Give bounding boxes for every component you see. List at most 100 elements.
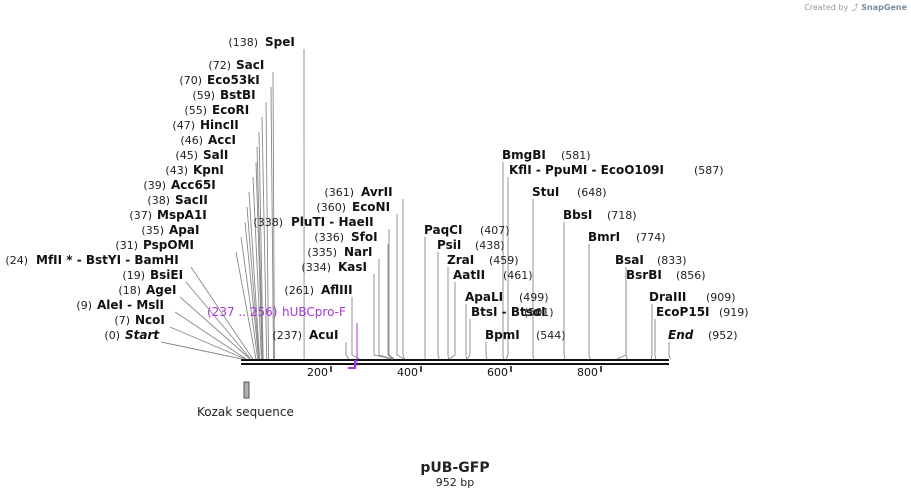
site-pos-36: (587) xyxy=(694,164,724,177)
site-name-37[interactable]: StuI xyxy=(532,185,559,199)
site-name-3[interactable]: BstBI xyxy=(220,88,256,102)
site-line-17 xyxy=(174,311,247,360)
snapgene-logo-icon: ⤴ xyxy=(850,3,859,12)
site-pos-14: (24) xyxy=(5,254,28,267)
site-name-23[interactable]: KasI xyxy=(338,260,367,274)
site-line-32 xyxy=(465,304,467,360)
site-name-22[interactable]: NarI xyxy=(344,245,373,259)
site-name-1[interactable]: SacI xyxy=(236,58,264,72)
site-line-31 xyxy=(449,282,456,360)
site-name-17[interactable]: AleI - MslI xyxy=(97,298,164,312)
site-name-30[interactable]: ZraI xyxy=(447,253,474,267)
site-name-33[interactable]: BtsI - BtsαI xyxy=(471,305,546,319)
site-pos-6: (46) xyxy=(180,134,203,147)
tick-label-200: 200 xyxy=(307,366,328,379)
site-name-24[interactable]: AflIII xyxy=(321,283,353,297)
site-name-19[interactable]: Start xyxy=(125,328,160,342)
site-name-9[interactable]: Acc65I xyxy=(171,178,216,192)
site-name-34[interactable]: BpmI xyxy=(485,328,520,342)
site-pos-23: (334) xyxy=(301,261,331,274)
site-pos-27: (360) xyxy=(316,201,346,214)
site-name-10[interactable]: SacII xyxy=(175,193,208,207)
site-pos-44: (952) xyxy=(708,329,738,342)
site-name-44[interactable]: End xyxy=(668,328,694,342)
ruler-ticks: 200 400 600 800 xyxy=(307,366,602,379)
site-pos-9: (39) xyxy=(143,179,166,192)
kozak-sequence-marker xyxy=(243,381,250,399)
site-name-28[interactable]: PaqCI xyxy=(424,223,462,237)
site-line-39 xyxy=(588,244,591,360)
site-name-41[interactable]: BsrBI xyxy=(626,268,662,282)
site-pos-7: (45) xyxy=(175,149,198,162)
site-name-35[interactable]: BmgBI xyxy=(502,148,546,162)
site-name-5[interactable]: HincII xyxy=(200,118,239,132)
site-pos-17: (9) xyxy=(76,299,92,312)
site-line-25 xyxy=(345,342,350,360)
site-name-43[interactable]: EcoP15I xyxy=(656,305,710,319)
site-name-4[interactable]: EcoRI xyxy=(212,103,249,117)
site-name-21[interactable]: SfoI xyxy=(351,230,378,244)
site-name-20[interactable]: PluTI - HaeII xyxy=(291,215,374,229)
site-name-38[interactable]: BbsI xyxy=(563,208,592,222)
primer-range: (237 .. 256) xyxy=(207,305,277,319)
site-name-18[interactable]: NcoI xyxy=(135,313,165,327)
primer-hubcpro-f[interactable]: (237 .. 256) hUBCpro-F xyxy=(207,305,358,369)
site-line-36 xyxy=(505,177,509,360)
site-name-2[interactable]: Eco53kI xyxy=(207,73,260,87)
plasmid-length: 952 bp xyxy=(436,476,474,489)
site-name-15[interactable]: BsiEI xyxy=(150,268,183,282)
site-name-13[interactable]: PspOMI xyxy=(143,238,194,252)
site-name-29[interactable]: PsiI xyxy=(437,238,461,252)
site-name-6[interactable]: AccI xyxy=(208,133,236,147)
watermark-brand: SnapGene xyxy=(861,3,907,12)
site-line-24 xyxy=(351,297,360,360)
site-line-33 xyxy=(467,319,471,360)
site-line-40 xyxy=(616,267,627,360)
kozak-sequence-label: Kozak sequence xyxy=(197,405,294,419)
site-line-11 xyxy=(244,221,260,360)
site-name-16[interactable]: AgeI xyxy=(146,283,176,297)
site-name-26[interactable]: AvrII xyxy=(361,185,393,199)
site-name-36[interactable]: KflI - PpuMI - EcoO109I xyxy=(509,163,664,177)
site-pos-22: (335) xyxy=(307,246,337,259)
site-line-10 xyxy=(246,206,260,360)
site-line-14 xyxy=(190,266,254,360)
site-line-21 xyxy=(387,244,394,360)
site-name-11[interactable]: MspA1I xyxy=(157,208,207,222)
site-line-26 xyxy=(402,199,405,360)
site-name-40[interactable]: BsaI xyxy=(615,253,644,267)
site-line-42 xyxy=(650,304,653,360)
site-pos-20: (338) xyxy=(253,216,283,229)
site-name-14[interactable]: MfII * - BstYI - BamHI xyxy=(36,253,179,267)
site-line-16 xyxy=(179,296,251,360)
site-pos-0: (138) xyxy=(228,36,258,49)
site-line-19 xyxy=(160,341,243,360)
site-name-39[interactable]: BmrI xyxy=(588,230,620,244)
site-line-2 xyxy=(270,86,274,360)
site-name-8[interactable]: KpnI xyxy=(193,163,224,177)
site-line-12 xyxy=(240,236,259,360)
site-line-3 xyxy=(265,101,269,360)
site-pos-28: (407) xyxy=(480,224,510,237)
site-line-8 xyxy=(252,176,262,360)
feature-kozak[interactable]: Kozak sequence xyxy=(197,381,294,419)
site-pos-31: (461) xyxy=(503,269,533,282)
site-line-41 xyxy=(625,282,628,360)
site-name-12[interactable]: ApaI xyxy=(169,223,199,237)
site-pos-39: (774) xyxy=(636,231,666,244)
site-name-25[interactable]: AcuI xyxy=(309,328,338,342)
site-line-5 xyxy=(258,131,264,360)
site-name-27[interactable]: EcoNI xyxy=(352,200,390,214)
site-name-0[interactable]: SpeI xyxy=(265,35,295,49)
site-pos-38: (718) xyxy=(607,209,637,222)
site-labels: SpeI(138)SacI(72)Eco53kI(70)BstBI(59)Eco… xyxy=(5,35,748,342)
site-pos-26: (361) xyxy=(324,186,354,199)
site-name-31[interactable]: AatII xyxy=(453,268,485,282)
site-name-32[interactable]: ApaLI xyxy=(465,290,503,304)
site-pos-19: (0) xyxy=(104,329,120,342)
site-line-9 xyxy=(248,191,260,360)
site-name-42[interactable]: DraIII xyxy=(649,290,686,304)
site-pos-11: (37) xyxy=(129,209,152,222)
site-name-7[interactable]: SalI xyxy=(203,148,228,162)
watermark-prefix: Created by xyxy=(804,3,849,12)
